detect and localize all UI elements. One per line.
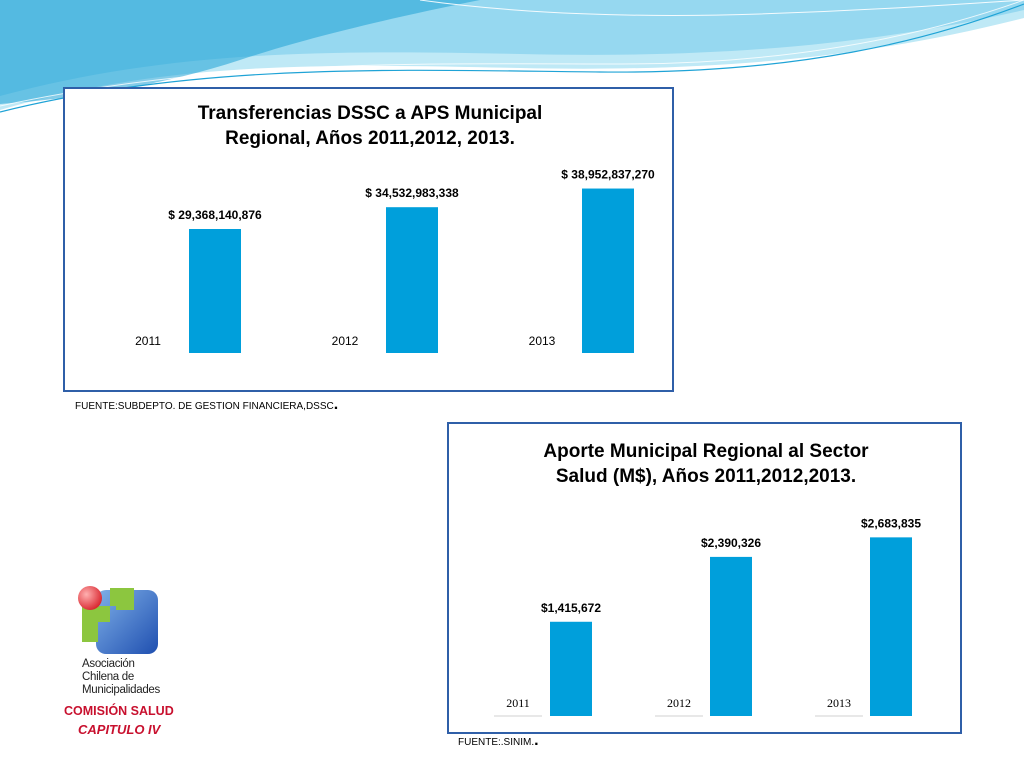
logo-mark-icon bbox=[78, 586, 158, 654]
data-label: $ 34,532,983,338 bbox=[365, 186, 459, 200]
logo-line-1: Asociación bbox=[82, 658, 135, 670]
chart-aporte-svg: Aporte Municipal Regional al Sector Salud… bbox=[494, 441, 921, 717]
chart-title-line: Salud (M$), Años 2011,2012,2013. bbox=[556, 466, 856, 487]
category-tick-label: 2012 bbox=[332, 334, 359, 348]
chart-title-line: Aporte Municipal Regional al Sector bbox=[543, 441, 869, 462]
source-period-2: . bbox=[534, 732, 539, 749]
chart-title-line: Regional, Años 2011,2012, 2013. bbox=[225, 128, 515, 149]
category-tick-label: 2011 bbox=[506, 696, 530, 710]
chart-transferencias-dssc: Transferencias DSSC a APS Municipal Regio… bbox=[63, 87, 674, 392]
logo-chapter: CAPITULO IV bbox=[78, 722, 161, 737]
logo-asociacion-chilena-municipalidades: Asociación Chilena de Municipalidades CO… bbox=[60, 580, 190, 745]
source-text-1: FUENTE:SUBDEPTO. DE GESTION FINANCIERA,D… bbox=[75, 401, 334, 412]
bar bbox=[710, 556, 752, 716]
bar bbox=[386, 207, 438, 353]
bar bbox=[550, 621, 592, 716]
source-note-2: FUENTE:.SINIM.. bbox=[458, 732, 539, 750]
source-note-1: FUENTE:SUBDEPTO. DE GESTION FINANCIERA,D… bbox=[75, 396, 338, 414]
category-tick-label: 2013 bbox=[529, 334, 556, 348]
data-label: $2,683,835 bbox=[861, 516, 921, 530]
chart-title-line: Transferencias DSSC a APS Municipal bbox=[198, 103, 543, 124]
header-wave-decoration bbox=[0, 0, 1024, 113]
category-tick-label: 2012 bbox=[667, 696, 691, 710]
bar bbox=[870, 537, 912, 716]
logo-commission: COMISIÓN SALUD bbox=[64, 704, 174, 718]
bar bbox=[189, 229, 241, 353]
data-label: $ 29,368,140,876 bbox=[168, 208, 262, 222]
bar bbox=[582, 188, 634, 353]
source-period-1: . bbox=[333, 396, 339, 413]
logo-name: Asociación Chilena de Municipalidades bbox=[82, 658, 160, 697]
data-label: $1,415,672 bbox=[541, 601, 601, 615]
data-label: $ 38,952,837,270 bbox=[561, 168, 655, 182]
source-text-2: FUENTE:.SINIM. bbox=[458, 737, 535, 748]
category-tick-label: 2011 bbox=[135, 334, 161, 348]
category-tick-label: 2013 bbox=[827, 696, 851, 710]
chart-aporte-municipal: Aporte Municipal Regional al Sector Salud… bbox=[447, 422, 962, 734]
chart-transferencias-svg: Transferencias DSSC a APS Municipal Regio… bbox=[135, 103, 655, 353]
data-label: $2,390,326 bbox=[701, 536, 761, 550]
logo-line-3: Municipalidades bbox=[82, 684, 160, 696]
logo-line-2: Chilena de bbox=[82, 671, 134, 683]
